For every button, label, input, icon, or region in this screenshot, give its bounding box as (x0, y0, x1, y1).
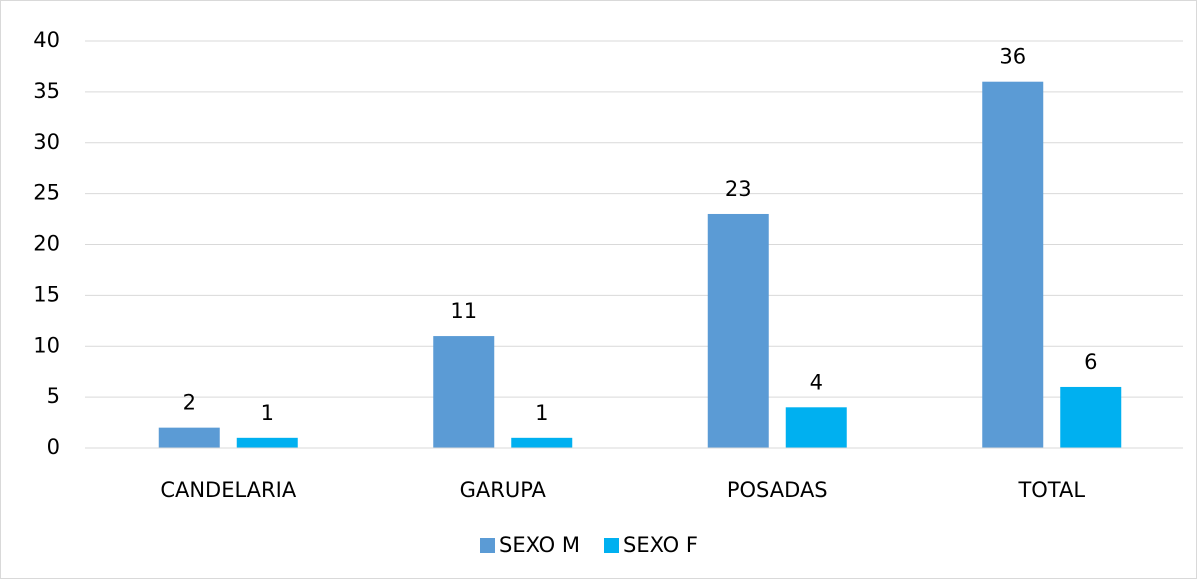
x-tick-label: CANDELARIA (160, 478, 297, 502)
data-label: 1 (535, 401, 548, 425)
y-tick-label: 20 (33, 232, 60, 256)
bar (982, 81, 1044, 448)
legend-swatch (480, 538, 495, 553)
legend-label: SEXO F (623, 533, 698, 557)
legend-swatch (604, 538, 619, 553)
bar (1060, 386, 1122, 448)
y-tick-label: 40 (33, 28, 60, 52)
bar (433, 336, 495, 448)
bar (785, 407, 847, 448)
y-tick-label: 30 (33, 130, 60, 154)
legend-label: SEXO M (499, 533, 580, 557)
y-tick-label: 5 (47, 384, 60, 408)
y-tick-label: 0 (47, 435, 60, 459)
bar (158, 427, 220, 448)
x-tick-label: TOTAL (1017, 478, 1085, 502)
data-label: 11 (450, 299, 477, 323)
data-label: 2 (183, 391, 196, 415)
data-label: 1 (261, 401, 274, 425)
y-tick-label: 10 (33, 333, 60, 357)
y-tick-label: 15 (33, 282, 60, 306)
y-tick-label: 35 (33, 79, 60, 103)
data-label: 23 (725, 177, 752, 201)
x-tick-label: GARUPA (460, 478, 547, 502)
data-label: 6 (1084, 350, 1097, 374)
data-label: 36 (999, 45, 1026, 69)
bar (236, 437, 298, 448)
bar (707, 213, 769, 448)
bar (511, 437, 573, 448)
x-tick-label: POSADAS (727, 478, 828, 502)
data-label: 4 (810, 370, 823, 394)
y-tick-label: 25 (33, 181, 60, 205)
